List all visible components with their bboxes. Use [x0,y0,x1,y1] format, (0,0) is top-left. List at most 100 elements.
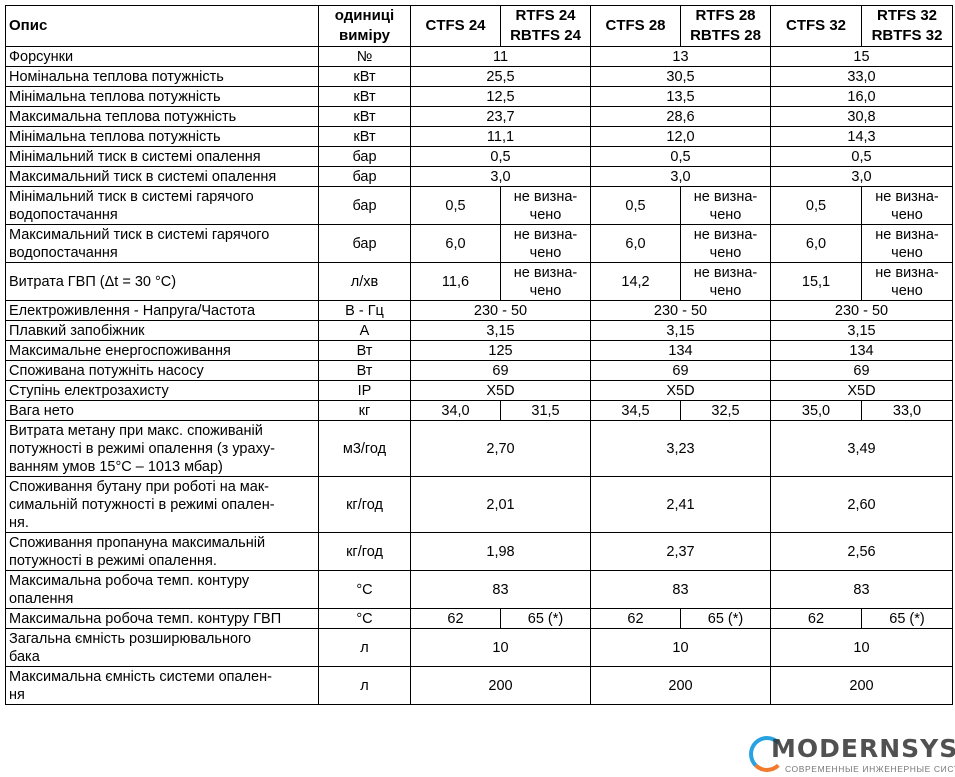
row-unit: кг/год [318,476,411,533]
row-value: 31,5 [500,400,591,421]
row-value: 30,8 [770,106,953,127]
row-value: 0,5 [590,146,771,167]
row-unit: л [318,628,411,667]
row-label: Споживання бутану при роботі на мак- сим… [5,476,319,533]
row-value: 2,70 [410,420,591,477]
row-value: 65 (*) [680,608,771,629]
row-value: 14,2 [590,262,681,301]
row-unit: л [318,666,411,705]
row-value: 125 [410,340,591,361]
row-value: 12,5 [410,86,591,107]
table-row: Форсунки № 11 13 15 [5,46,953,67]
row-value: не визна- чено [680,224,771,263]
row-label: Максимальна робоча темп. контуру ГВП [5,608,319,629]
row-value: 11,6 [410,262,501,301]
header-model: CTFS 28 [590,5,681,47]
table-row: Витрата метану при макс. споживаній поту… [5,420,953,477]
table-row: Максимальна робоча темп. контуру ГВП °C 62… [5,608,953,629]
row-value: 28,6 [590,106,771,127]
row-label: Максимальна ємність системи опален- ня [5,666,319,705]
row-value: 230 - 50 [770,300,953,321]
row-value: 3,15 [410,320,591,341]
row-value: не визна- чено [861,186,953,225]
row-value: 69 [410,360,591,381]
row-value: 2,60 [770,476,953,533]
table-row: Максимальна ємність системи опален- ня л 2… [5,666,953,705]
row-value: 3,15 [590,320,771,341]
row-value: 2,41 [590,476,771,533]
table-row: Вага нето кг 34,0 31,5 34,5 32,5 35,0 33,0 [5,400,953,421]
row-value: 134 [590,340,771,361]
row-label: Мінімальна теплова потужність [5,86,319,107]
row-label: Максимальний тиск в системі гарячого вод… [5,224,319,263]
table-row: Ступінь електрозахисту IP X5D X5D X5D [5,380,953,401]
row-value: 10 [590,628,771,667]
row-value: 10 [770,628,953,667]
row-value: 33,0 [861,400,953,421]
table-row: Електроживлення - Напруга/Частота В - Гц 2… [5,300,953,321]
row-unit: Вт [318,360,411,381]
row-value: 230 - 50 [410,300,591,321]
table-row: Плавкий запобіжник А 3,15 3,15 3,15 [5,320,953,341]
row-value: 32,5 [680,400,771,421]
header-model: CTFS 24 [410,5,501,47]
row-unit: А [318,320,411,341]
row-value: 0,5 [770,186,862,225]
row-value: 2,37 [590,532,771,571]
table-row: Споживання бутану при роботі на мак- сим… [5,476,953,533]
row-value: 65 (*) [861,608,953,629]
row-value: 83 [770,570,953,609]
row-label: Мінімальна теплова потужність [5,126,319,147]
table-row: Максимальна робоча темп. контуру опаленн… [5,570,953,609]
header-model: RTFS 32 RBTFS 32 [861,5,953,47]
row-value: 13 [590,46,771,67]
row-value: 62 [770,608,862,629]
table-row: Максимальне енергоспоживання Вт 125 134 134 [5,340,953,361]
row-unit: °C [318,608,411,629]
row-value: X5D [770,380,953,401]
row-value: не визна- чено [861,224,953,263]
row-label: Мінімальний тиск в системі гарячого водо… [5,186,319,225]
row-unit: IP [318,380,411,401]
table-row: Мінімальний тиск в системі опалення бар 0,… [5,146,953,167]
table-row: Номінальна теплова потужність кВт 25,5 30,5… [5,66,953,87]
watermark-brand: MODERNSYS [771,734,955,763]
row-label: Споживання пропануна максимальній потужн… [5,532,319,571]
row-value: 23,7 [410,106,591,127]
row-value: 69 [590,360,771,381]
row-value: не визна- чено [500,224,591,263]
row-value: 3,49 [770,420,953,477]
row-value: 134 [770,340,953,361]
row-value: 62 [410,608,501,629]
row-label: Максимальна робоча темп. контуру опаленн… [5,570,319,609]
row-value: 3,23 [590,420,771,477]
row-unit: кВт [318,86,411,107]
table-row: Мінімальна теплова потужність кВт 11,1 12,0… [5,126,953,147]
row-value: 10 [410,628,591,667]
row-value: 0,5 [410,146,591,167]
row-label: Витрата ГВП (Δt = 30 °C) [5,262,319,301]
row-value: 6,0 [410,224,501,263]
header-units: одиниці виміру [318,5,411,47]
row-value: 11,1 [410,126,591,147]
row-value: 13,5 [590,86,771,107]
table-body: Форсунки № 11 13 15 Номінальна теплова потужн… [5,46,953,705]
row-value: 6,0 [770,224,862,263]
row-unit: кВт [318,66,411,87]
header-model: RTFS 28 RBTFS 28 [680,5,771,47]
modernsys-watermark-logo: MODERNSYS СОВРЕМЕННЫЕ ИНЖЕНЕРНЫЕ СИСТЕМЫ [745,736,955,777]
row-value: 25,5 [410,66,591,87]
row-unit: кг [318,400,411,421]
row-value: 14,3 [770,126,953,147]
row-unit: кВт [318,126,411,147]
row-label: Максимальне енергоспоживання [5,340,319,361]
table-row: Витрата ГВП (Δt = 30 °C) л/хв 11,6 не визна… [5,262,953,301]
row-value: 33,0 [770,66,953,87]
row-label: Витрата метану при макс. споживаній поту… [5,420,319,477]
table-row: Максимальний тиск в системі опалення бар 3… [5,166,953,187]
row-unit: № [318,46,411,67]
header-model: CTFS 32 [770,5,862,47]
row-unit: м3/год [318,420,411,477]
row-value: 12,0 [590,126,771,147]
row-value: X5D [590,380,771,401]
